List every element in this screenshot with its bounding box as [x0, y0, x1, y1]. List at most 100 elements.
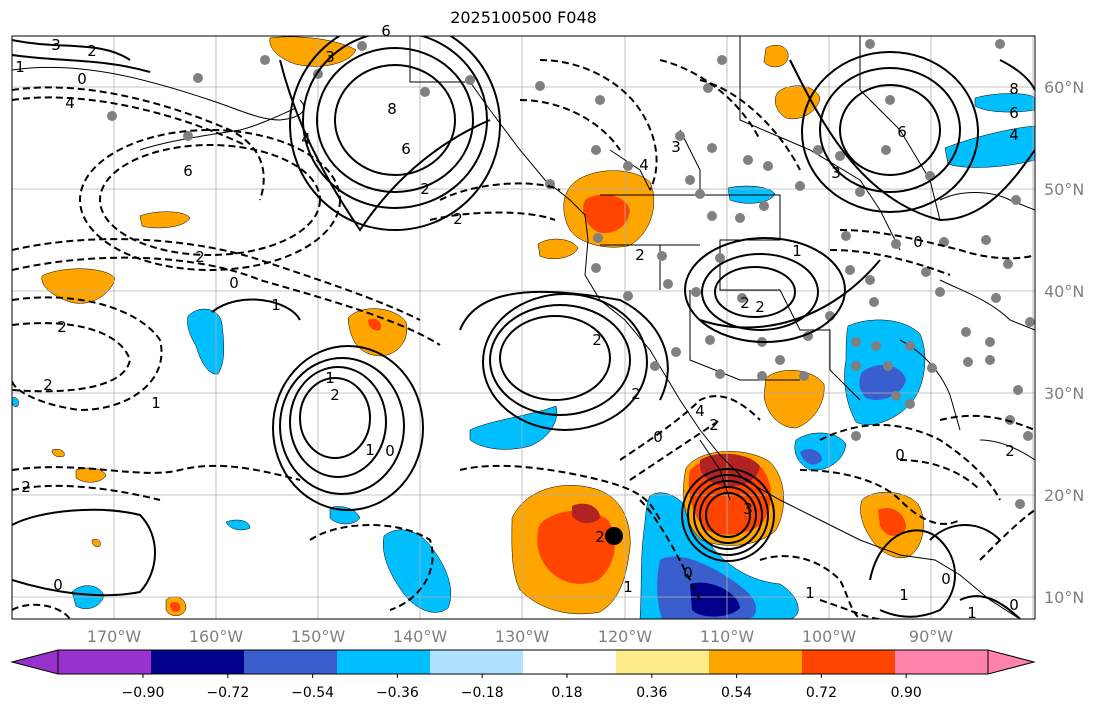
lon-label: 140°W: [393, 627, 448, 646]
contour-label: 2: [709, 416, 719, 434]
map-title: 2025100500 F048: [450, 8, 597, 27]
colorbar-tick-label: −0.54: [291, 685, 334, 701]
contour-label: 0: [77, 70, 87, 88]
colorbar-tick-label: 0.90: [891, 685, 922, 701]
contour-label: 0: [385, 442, 395, 460]
contour-label: 1: [623, 578, 633, 596]
colorbar-segment: [337, 650, 431, 674]
contour-label: 0: [1009, 596, 1019, 614]
contour-label: 6: [897, 123, 907, 141]
contour-label: 2: [592, 331, 602, 349]
contour-label: 2: [195, 248, 205, 266]
contour-labels: 3 8 6 2 2 2 3 6 4 0 1 1 0 2 1 2 3 1 0 0 …: [15, 22, 1019, 622]
contour-label: 2: [635, 246, 645, 264]
contour-label: 2: [595, 528, 605, 546]
contour-label: 1: [792, 242, 802, 260]
colorbar-tick-label: 0.72: [806, 685, 837, 701]
contour-label: 4: [65, 94, 75, 112]
station-dots: [107, 39, 1035, 509]
colorbar-tick-label: −0.90: [122, 685, 165, 701]
contour-label: 2: [740, 294, 750, 312]
colorbar-tick-label: −0.18: [461, 685, 504, 701]
contour-label: 8: [1009, 80, 1019, 98]
contour-label: 1: [151, 394, 161, 412]
lat-label: 10°N: [1044, 588, 1084, 607]
storm-center-dot: [605, 527, 623, 545]
contour-label: 3: [51, 36, 61, 54]
lat-label: 20°N: [1044, 486, 1084, 505]
contour-label: 2: [631, 385, 641, 403]
colorbar-tick-label: −0.72: [206, 685, 249, 701]
map-frame: [11, 35, 1036, 620]
longitude-labels: 170°W 160°W 150°W 140°W 130°W 120°W 110°…: [87, 627, 953, 646]
contour-label: 3: [743, 500, 753, 518]
contour-label: 4: [695, 402, 705, 420]
contour-label: 1: [271, 296, 281, 314]
contour-label: 6: [401, 140, 411, 158]
latitude-labels: 60°N 50°N 40°N 30°N 20°N 10°N: [1044, 78, 1084, 607]
contour-label: 1: [325, 369, 335, 387]
lon-label: 170°W: [87, 627, 142, 646]
contour-label: 0: [53, 576, 63, 594]
lon-label: 90°W: [909, 627, 953, 646]
contour-label: 1: [365, 441, 375, 459]
contour-label: 2: [57, 318, 67, 336]
lat-label: 30°N: [1044, 384, 1084, 403]
colorbar-segment: [895, 650, 988, 674]
colorbar-segment: [709, 650, 803, 674]
colorbar-tick-label: 0.54: [721, 685, 752, 701]
contour-label: 2: [453, 210, 463, 228]
lon-label: 100°W: [802, 627, 857, 646]
contour-label: 0: [913, 233, 923, 251]
contour-label: 0: [895, 446, 905, 464]
contour-label: 2: [87, 42, 97, 60]
contour-label: 1: [805, 584, 815, 602]
contour-label: 6: [381, 22, 391, 40]
contour-label: 3: [671, 138, 681, 156]
solid-contours: [12, 36, 1035, 619]
colorbar: −0.90 −0.72 −0.54 −0.36 −0.18 0.18 0.36 0.54 0.7…: [10, 649, 1036, 701]
contour-label: 0: [683, 564, 693, 582]
contour-label: 1: [899, 586, 909, 604]
contour-label: 2: [21, 478, 31, 496]
colorbar-segment: [58, 650, 151, 674]
contour-label: 3: [325, 48, 335, 66]
contour-label: 0: [941, 570, 951, 588]
contour-label: 0: [653, 428, 663, 446]
contour-label: 4: [301, 130, 311, 148]
contour-label: 1: [15, 58, 25, 76]
contour-label: 6: [183, 162, 193, 180]
contour-label: 2: [420, 180, 430, 198]
lat-label: 50°N: [1044, 180, 1084, 199]
contour-label: 2: [1005, 442, 1015, 460]
colorbar-tick-label: 0.36: [636, 685, 667, 701]
contour-label: 4: [639, 156, 649, 174]
colorbar-segment: [802, 650, 896, 674]
colorbar-tick-label: 0.18: [551, 685, 582, 701]
colorbar-tick-label: −0.36: [376, 685, 419, 701]
graticule: [12, 36, 1035, 619]
contour-label: 4: [1009, 126, 1019, 144]
colorbar-segment: [616, 650, 710, 674]
contour-label: 3: [831, 164, 841, 182]
contour-label: 2: [755, 298, 765, 316]
colorbar-segment: [244, 650, 338, 674]
contour-label: 2: [43, 376, 53, 394]
colorbar-segment: [151, 650, 245, 674]
coastlines: [12, 36, 1035, 619]
contour-label: 2: [330, 386, 340, 404]
lon-label: 130°W: [495, 627, 550, 646]
colorbar-extend-low: [12, 650, 58, 674]
contour-label: 0: [229, 274, 239, 292]
colorbar-segment: [523, 650, 617, 674]
contour-label: 8: [387, 100, 397, 118]
lat-label: 60°N: [1044, 78, 1084, 97]
contour-label: 1: [967, 604, 977, 622]
lon-label: 110°W: [700, 627, 755, 646]
shaded-anomalies: [12, 36, 1035, 619]
lon-label: 150°W: [291, 627, 346, 646]
colorbar-extend-high: [988, 650, 1034, 674]
contour-label: 6: [1009, 104, 1019, 122]
dashed-contours: [12, 59, 1035, 619]
